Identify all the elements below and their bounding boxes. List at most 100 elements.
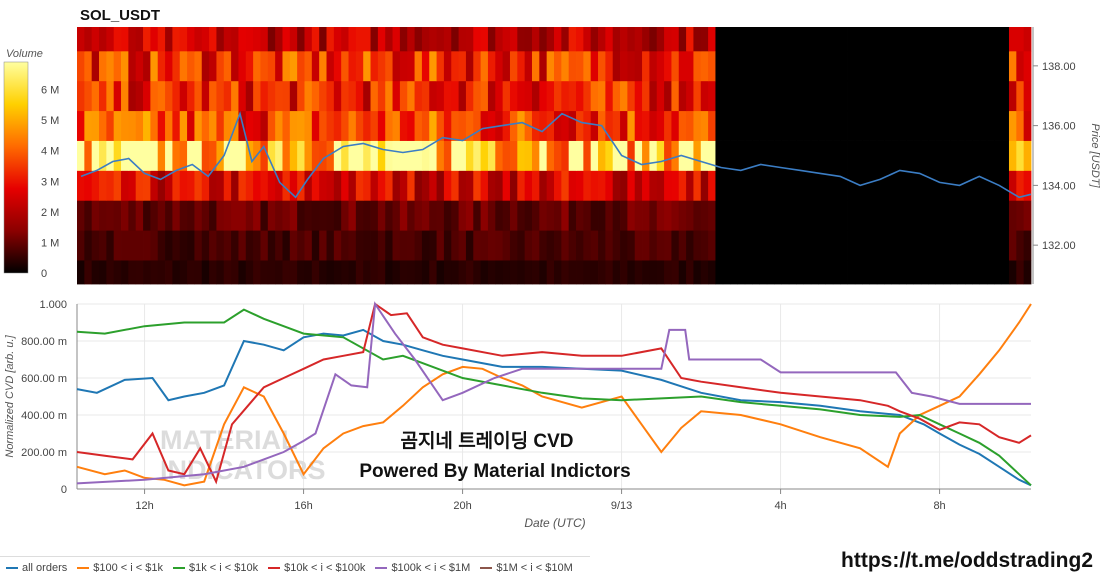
heatmap-cell <box>341 260 349 285</box>
heatmap-cell <box>766 50 775 82</box>
heatmap-cell <box>495 50 504 82</box>
legend[interactable]: all orders $100 < i < $1k $1k < i < $10k $1… <box>6 562 573 574</box>
heatmap-cell <box>957 50 966 82</box>
heatmap-cell <box>157 200 166 231</box>
heatmap-cell <box>363 27 371 52</box>
heatmap-cell <box>935 230 944 261</box>
heatmap-cell <box>576 27 584 52</box>
heatmap-cell <box>253 27 261 52</box>
heatmap-cell <box>443 110 452 141</box>
heatmap-cell <box>928 200 936 231</box>
heatmap-cell <box>458 27 467 52</box>
heatmap-cell <box>964 140 973 171</box>
colorbar-tick-label: 4 M <box>41 146 59 158</box>
heatmap-cell <box>311 170 320 201</box>
heatmap-cell <box>106 50 115 82</box>
heatmap-cell <box>473 260 482 285</box>
heatmap-cell <box>935 27 944 52</box>
heatmap-cell <box>399 200 408 231</box>
legend-item[interactable]: $10k < i < $100k <box>268 562 365 574</box>
heatmap-cell <box>99 170 107 201</box>
heatmap-cell <box>730 27 738 52</box>
heatmap-cell <box>1016 140 1025 171</box>
heatmap-cell <box>377 27 386 52</box>
heatmap-cell <box>495 27 504 52</box>
legend-item[interactable]: $1M < i < $10M <box>480 562 573 574</box>
heatmap-cell <box>223 170 232 201</box>
heatmap-cell <box>121 80 129 112</box>
heatmap-cell <box>554 260 562 285</box>
heatmap-cell <box>297 140 305 171</box>
heatmap-cell <box>333 170 342 201</box>
heatmap-cell <box>847 110 856 141</box>
telegram-url[interactable]: https://t.me/oddstrading2 <box>841 549 1093 572</box>
heatmap-cell <box>194 170 203 201</box>
heatmap-cell <box>473 27 482 52</box>
heatmap-cell <box>950 110 959 141</box>
heatmap-cell <box>766 140 775 171</box>
heatmap-cell <box>84 50 93 82</box>
heatmap-cell <box>209 110 217 141</box>
heatmap-cell <box>964 110 973 141</box>
heatmap-cell <box>568 230 577 261</box>
heatmap-cell <box>854 200 863 231</box>
heatmap-cell <box>774 200 782 231</box>
heatmap-cell <box>231 260 239 285</box>
heatmap-cell <box>759 140 768 171</box>
heatmap-cell <box>77 200 85 231</box>
heatmap-cell <box>509 80 518 112</box>
legend-item[interactable]: $1k < i < $10k <box>172 562 258 574</box>
heatmap-cell <box>421 50 430 82</box>
heatmap-cell <box>128 230 137 261</box>
heatmap-cell <box>928 27 936 52</box>
heatmap-cell <box>759 27 768 52</box>
heatmap-cell <box>319 80 327 112</box>
heatmap-cell <box>135 260 144 285</box>
heatmap-cell <box>708 230 716 261</box>
heatmap-cell <box>385 80 393 112</box>
legend-swatch <box>6 567 18 569</box>
heatmap-cell <box>950 200 959 231</box>
heatmap-cell <box>862 27 870 52</box>
heatmap-cell <box>554 27 562 52</box>
heatmap-cell <box>891 200 900 231</box>
heatmap-cell <box>311 110 320 141</box>
heatmap-cell <box>150 170 159 201</box>
heatmap-cell <box>531 80 540 112</box>
heatmap-cell <box>561 27 570 52</box>
heatmap-cell <box>634 230 643 261</box>
heatmap-cell <box>737 200 746 231</box>
heatmap-cell <box>465 80 474 112</box>
heatmap-cell <box>752 200 760 231</box>
heatmap-cell <box>487 27 496 52</box>
heatmap-cell <box>524 140 533 171</box>
heatmap-cell <box>796 50 804 82</box>
heatmap-cell <box>267 27 276 52</box>
heatmap-cell <box>942 200 951 231</box>
heatmap-cell <box>502 200 511 231</box>
legend-item[interactable]: $100 < i < $1k <box>77 562 163 574</box>
heatmap-cell <box>458 260 467 285</box>
legend-item[interactable]: $100k < i < $1M <box>375 562 470 574</box>
heatmap-cell <box>392 110 401 141</box>
heatmap-cell <box>311 200 320 231</box>
heatmap-cell <box>253 230 261 261</box>
heatmap-cell <box>759 170 768 201</box>
heatmap-cell <box>201 230 210 261</box>
heatmap-cell <box>803 170 812 201</box>
heatmap-cell <box>605 170 614 201</box>
heatmap-cell <box>157 230 166 261</box>
legend-item[interactable]: all orders <box>6 562 67 574</box>
heatmap-cell <box>106 140 115 171</box>
heatmap-cell <box>414 50 423 82</box>
colorbar-tick-label: 2 M <box>41 207 59 219</box>
heatmap-cell <box>561 50 570 82</box>
heatmap-cell <box>429 170 437 201</box>
heatmap-cell <box>517 27 526 52</box>
heatmap-cell <box>187 170 195 201</box>
heatmap-cell <box>348 170 357 201</box>
heatmap-cell <box>957 170 966 201</box>
heatmap-cell <box>942 80 951 112</box>
heatmap-cell <box>421 260 430 285</box>
heatmap-cell <box>187 80 195 112</box>
